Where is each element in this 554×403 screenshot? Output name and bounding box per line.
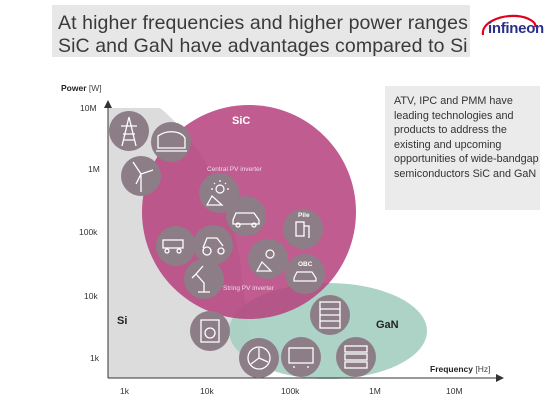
server-rack-icon: [310, 295, 350, 335]
washing-machine-icon: [190, 311, 230, 351]
monitor-icon: [281, 337, 321, 377]
y-tick-1k: 1k: [90, 353, 99, 363]
robot-arm-icon: [184, 259, 224, 299]
header: At higher frequencies and higher power r…: [0, 0, 554, 62]
server-blade-icon: [336, 337, 376, 377]
gan-label: GaN: [376, 319, 399, 331]
pile-label: Pile: [298, 212, 310, 219]
x-tick-1k: 1k: [120, 386, 129, 396]
forklift-icon: [156, 226, 196, 266]
title-line-2: SiC and GaN have advantages compared to …: [58, 35, 468, 57]
info-box-text: ATV, IPC and PMM have leading technologi…: [394, 95, 539, 180]
y-tick-1M: 1M: [88, 164, 100, 174]
fan-icon: [239, 338, 279, 378]
x-axis-label: Frequency [Hz]: [430, 364, 491, 374]
y-axis-title: Power: [61, 83, 87, 93]
y-axis-arrow: [104, 100, 112, 108]
title-banner: [52, 5, 470, 57]
ev-charger-pile-icon: [283, 209, 323, 249]
infineon-logo-swoosh: [481, 14, 537, 36]
x-axis-title: Frequency: [430, 364, 473, 374]
si-label: Si: [117, 315, 128, 327]
string-pv-inverter-label: String PV inverter: [223, 285, 274, 292]
y-tick-10M: 10M: [80, 103, 97, 113]
obc-car-icon: [285, 254, 325, 294]
x-tick-100k: 100k: [281, 386, 300, 396]
central-pv-inverter-label: Central PV inverter: [207, 166, 262, 173]
y-axis-unit: [W]: [88, 83, 102, 93]
x-tick-1M: 1M: [369, 386, 381, 396]
info-box: [385, 86, 540, 210]
infineon-logo: infineon: [488, 20, 544, 37]
string-pv-sun-icon: [248, 239, 288, 279]
y-tick-10k: 10k: [84, 291, 98, 301]
obc-label: OBC: [298, 261, 313, 268]
x-tick-10M: 10M: [446, 386, 463, 396]
tractor-icon: [193, 225, 233, 265]
y-tick-100k: 100k: [79, 227, 98, 237]
train-icon: [151, 122, 191, 162]
x-tick-10k: 10k: [200, 386, 214, 396]
x-axis-arrow: [496, 374, 504, 382]
wind-turbine-icon: [121, 156, 161, 196]
title-line-1: At higher frequencies and higher power r…: [58, 12, 468, 34]
car-icon: [226, 196, 266, 236]
y-axis-label: Power [W]: [61, 83, 102, 93]
sic-label: SiC: [232, 115, 251, 127]
solar-sun-icon: [199, 173, 239, 213]
pylon-icon: [109, 111, 149, 151]
x-axis-unit: [Hz]: [475, 364, 491, 374]
